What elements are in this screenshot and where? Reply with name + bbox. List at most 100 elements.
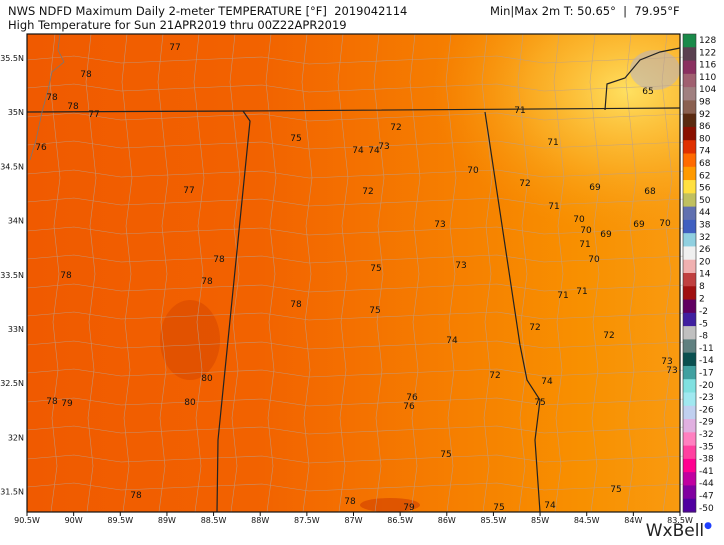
colorbar-segment — [683, 419, 696, 433]
temperature-label: 80 — [184, 398, 196, 408]
colorbar-label: -29 — [699, 418, 714, 428]
colorbar-label: 56 — [699, 184, 711, 194]
lon-label: 83.5W — [667, 516, 693, 525]
lat-label: 35N — [8, 108, 24, 117]
colorbar-label: -38 — [699, 455, 714, 465]
temperature-label: 71 — [547, 138, 558, 148]
temperature-label: 76 — [35, 143, 47, 153]
colorbar-segment — [683, 140, 696, 155]
colorbar-label: -26 — [699, 405, 714, 415]
colorbar-segment — [683, 326, 696, 340]
colorbar-label: -32 — [699, 430, 714, 440]
temperature-label: 77 — [88, 110, 99, 120]
temperature-label: 69 — [633, 220, 645, 230]
temperature-label: 76 — [403, 402, 415, 412]
lat-label: 34.5N — [0, 162, 24, 171]
temperature-label: 80 — [201, 374, 213, 384]
colorbar-segment — [683, 312, 696, 327]
temperature-label: 79 — [61, 399, 73, 409]
warm-spot — [160, 300, 220, 380]
colorbar-segment — [683, 472, 696, 487]
temperature-label: 75 — [290, 134, 301, 144]
temperature-label: 78 — [60, 271, 72, 281]
temperature-label: 71 — [557, 291, 568, 301]
colorbar-label: 38 — [699, 221, 711, 231]
colorbar-segment — [683, 100, 696, 115]
logo-dot-icon: ● — [704, 521, 712, 531]
lon-label: 89.5W — [107, 516, 133, 525]
temperature-label: 73 — [378, 142, 389, 152]
colorbar-label: 8 — [699, 282, 705, 292]
temperature-label: 72 — [362, 187, 373, 197]
colorbar-segment — [683, 432, 696, 447]
al-ga-border — [484, 111, 541, 513]
colorbar-label: -17 — [699, 369, 714, 379]
logo-text: WxBell — [645, 521, 705, 541]
colorbar-segment — [683, 34, 696, 48]
colorbar-segment — [683, 498, 696, 513]
colorbar-segment — [683, 458, 696, 473]
colorbar-label: -35 — [699, 442, 714, 452]
map-title: NWS NDFD Maximum Daily 2-meter TEMPERATU… — [8, 4, 408, 18]
temperature-label: 73 — [455, 261, 466, 271]
lon-label: 84W — [624, 516, 642, 525]
temperature-label: 65 — [642, 87, 653, 97]
lon-label: 86W — [438, 516, 456, 525]
colorbar-label: -14 — [699, 356, 714, 366]
colorbar-label: 2 — [699, 294, 705, 304]
colorbar-segment — [683, 286, 696, 301]
temperature-label: 74 — [541, 377, 553, 387]
colorbar-label: 68 — [699, 159, 711, 169]
colorbar-label: 116 — [699, 61, 716, 71]
colorbar-segment — [683, 113, 696, 128]
temperature-label: 77 — [183, 186, 194, 196]
temperature-label: 76 — [406, 393, 418, 403]
temperature-label: 78 — [46, 93, 58, 103]
colorbar-label: -41 — [699, 467, 714, 477]
temperature-label: 78 — [130, 491, 142, 501]
colorbar-label: 98 — [699, 98, 711, 108]
temperature-label: 72 — [519, 179, 530, 189]
temperature-label: 78 — [80, 70, 92, 80]
county-borders — [26, 33, 686, 513]
colorbar-segment — [683, 206, 696, 221]
lon-label: 89W — [158, 516, 176, 525]
colorbar-segment — [683, 180, 696, 194]
temperature-label: 69 — [589, 183, 601, 193]
temperature-label: 74 — [544, 501, 556, 511]
colorbar-segment — [683, 405, 696, 420]
colorbar-label: -8 — [699, 332, 708, 342]
lat-label: 33N — [8, 325, 24, 334]
colorbar-label: 26 — [699, 245, 711, 255]
colorbar-label: 122 — [699, 48, 716, 58]
lon-label: 85W — [531, 516, 549, 525]
colorbar-segment — [683, 445, 696, 460]
wxbell-logo: WxBell● — [646, 521, 712, 541]
colorbar-segment — [683, 299, 696, 314]
colorbar-label: 14 — [699, 270, 711, 280]
colorbar-segment — [683, 365, 696, 380]
colorbar-label: 62 — [699, 171, 710, 181]
colorbar-segment — [683, 219, 696, 234]
temperature-label: 78 — [290, 300, 302, 310]
temperature-label: 78 — [67, 102, 79, 112]
temperature-label: 74 — [446, 336, 458, 346]
lat-label: 31.5N — [0, 488, 24, 497]
colorbar-segment — [683, 153, 696, 168]
colorbar-segment — [683, 126, 696, 141]
temperature-label: 74 — [368, 146, 380, 156]
lon-label: 86.5W — [387, 516, 413, 525]
colorbar-label: 80 — [699, 134, 711, 144]
temperature-label: 75 — [610, 485, 621, 495]
temperature-label: 71 — [514, 106, 525, 116]
colorbar-segment — [683, 259, 696, 274]
temperature-label: 75 — [370, 264, 381, 274]
temperature-label: 73 — [434, 220, 445, 230]
temperature-label: 71 — [548, 202, 559, 212]
colorbar-segment — [683, 485, 696, 500]
temperature-label: 72 — [603, 331, 614, 341]
cool-mountain-region — [27, 34, 680, 512]
colorbar-label: 32 — [699, 233, 710, 243]
colorbar-label: 86 — [699, 122, 711, 132]
